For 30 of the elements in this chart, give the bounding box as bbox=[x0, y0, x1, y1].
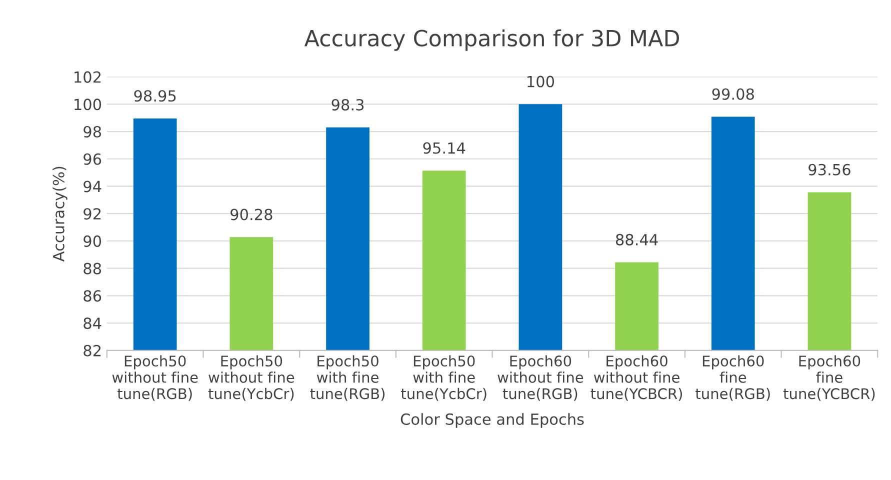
y-tick-label: 84 bbox=[84, 318, 102, 330]
data-label: 88.44 bbox=[616, 234, 658, 246]
x-tick-label: Epoch60 without fine tune(RGB) bbox=[498, 355, 584, 401]
y-axis-title: Accuracy(%) bbox=[52, 166, 68, 262]
data-label: 90.28 bbox=[230, 208, 272, 220]
x-tick-label: Epoch50 without fine tune(YcbCr) bbox=[208, 355, 294, 401]
x-tick-label: Epoch60 fine tune(YCBCR) bbox=[783, 355, 875, 401]
x-tick-label: Epoch50 with fine tune(RGB) bbox=[310, 355, 385, 401]
chart-title: Accuracy Comparison for 3D MAD bbox=[304, 29, 679, 51]
y-tick-label: 82 bbox=[84, 344, 101, 356]
data-label: 98.95 bbox=[134, 90, 176, 102]
x-tick-label: Epoch60 fine tune(RGB) bbox=[696, 355, 770, 401]
data-label: 100 bbox=[528, 76, 554, 88]
data-label: 98.3 bbox=[332, 99, 364, 111]
x-tick-label: Epoch60 without fine tune(YCBCR) bbox=[590, 355, 682, 401]
x-axis-title: Color Space and Epochs bbox=[400, 413, 584, 428]
y-tick-label: 88 bbox=[84, 262, 102, 274]
y-tick-label: 86 bbox=[84, 290, 102, 302]
data-label: 99.08 bbox=[712, 88, 754, 100]
x-tick-label: Epoch50 with fine tune(YcbCr) bbox=[401, 355, 486, 401]
x-tick-label: Epoch50 without fine tune(RGB) bbox=[112, 355, 198, 401]
data-label: 93.56 bbox=[808, 164, 850, 176]
y-tick-label: 100 bbox=[74, 98, 102, 110]
data-label: 95.14 bbox=[423, 142, 466, 154]
y-tick-label: 98 bbox=[84, 126, 102, 138]
y-tick-label: 102 bbox=[74, 71, 101, 83]
y-tick-label: 90 bbox=[84, 235, 102, 247]
y-tick-label: 96 bbox=[84, 153, 102, 165]
y-tick-label: 94 bbox=[84, 180, 102, 192]
y-tick-label: 92 bbox=[84, 208, 101, 220]
